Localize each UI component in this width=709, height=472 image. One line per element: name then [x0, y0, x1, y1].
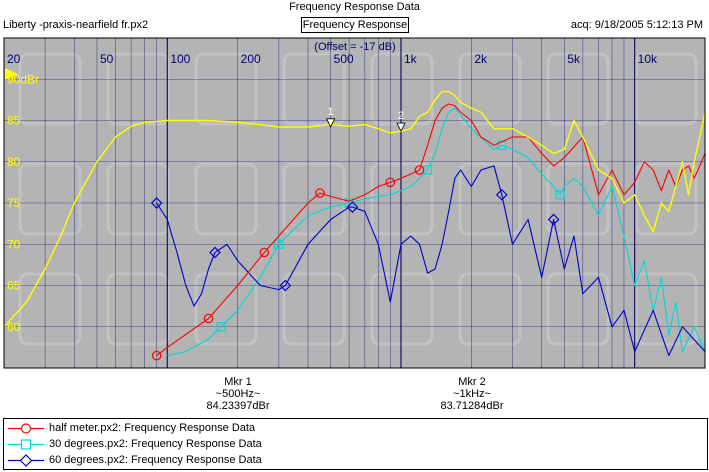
- offset-note: (Offset = -17 dB): [314, 41, 395, 53]
- legend-swatch: [8, 439, 44, 450]
- watermark-tile: [106, 272, 170, 346]
- series-line: [156, 103, 706, 357]
- legend-label: half meter.px2: Frequency Response Data: [49, 422, 256, 434]
- view-selector-frequency-response[interactable]: Frequency Response: [301, 17, 409, 33]
- x-tick-label: 5k: [567, 52, 581, 66]
- legend-swatch: [8, 423, 44, 434]
- software-name: Liberty -praxis-: [3, 19, 76, 31]
- reference-level-arrow: [5, 68, 18, 80]
- series-marker: [414, 165, 425, 175]
- legend-swatch-marker: [19, 454, 33, 467]
- x-tick-labels: 20 50 100 200 500 1k 2k 5k 10k: [7, 52, 658, 66]
- marker-readout: Mkr 1 ~500Hz~ 84.23397dBr: [168, 376, 308, 412]
- x-tick-label: 500: [334, 52, 354, 66]
- series-line: [156, 165, 706, 357]
- watermark-tile: [194, 272, 258, 346]
- legend-entry: 30 degrees.px2: Frequency Response Data: [4, 437, 704, 452]
- series-marker: [216, 322, 226, 332]
- marker-readout-freq: ~1kHz~: [453, 388, 491, 400]
- watermark-tile: [106, 162, 170, 236]
- series-marker: [555, 190, 565, 200]
- watermark-tile: [282, 272, 346, 346]
- x-tick-label: 20: [7, 52, 21, 66]
- watermark-tile: [634, 52, 698, 126]
- watermark-tile: [458, 162, 522, 236]
- marker-number: 1: [328, 106, 334, 118]
- series-marker: [279, 279, 292, 292]
- frequency-response-plot[interactable]: 20 50 100 200 500 1k 2k 5k 10k 90dBr 85 80 75 70 65 60…: [0, 34, 709, 370]
- marker-readout-label: Mkr 1: [224, 376, 252, 388]
- watermark-tile: [18, 162, 82, 236]
- y-tick-label: 90dBr: [7, 72, 39, 86]
- y-tick-label: 60: [7, 320, 21, 334]
- series-line: [167, 107, 706, 357]
- series-marker: [315, 188, 325, 198]
- watermark-tile: [370, 272, 434, 346]
- y-tick-label: 85: [7, 114, 21, 128]
- series-marker: [150, 197, 163, 209]
- marker-number: 2: [398, 110, 404, 122]
- legend-label: 60 degrees.px2: Frequency Response Data: [49, 454, 262, 466]
- y-tick-label: 70: [7, 237, 21, 251]
- watermark-tile: [546, 162, 610, 236]
- y-tick-label: 80: [7, 155, 21, 169]
- series-marker: [385, 177, 396, 188]
- series-marker: [259, 247, 270, 258]
- series-line: [3, 90, 706, 328]
- y-tick-label: 75: [7, 196, 21, 210]
- watermark-tile: [194, 52, 258, 126]
- watermark-tile: [282, 52, 346, 126]
- marker-triangle: [326, 118, 336, 128]
- acquisition-timestamp: acq: 9/18/2005 5:12:13 PM: [570, 19, 703, 31]
- legend-label: 30 degrees.px2: Frequency Response Data: [49, 438, 262, 450]
- legend-entry: half meter.px2: Frequency Response Data: [4, 421, 704, 436]
- window-title: Frequency Response Data: [289, 1, 420, 13]
- marker-readout-value: 84.23397dBr: [206, 400, 270, 412]
- file-name: nearfield fr.px2: [76, 19, 149, 31]
- x-tick-label: 1k: [404, 52, 418, 66]
- watermark-tile: [546, 272, 610, 346]
- series-marker: [547, 213, 560, 226]
- marker-readout-freq: ~500Hz~: [215, 388, 261, 400]
- x-tick-label: 10k: [638, 52, 658, 66]
- y-tick-label: 65: [7, 279, 21, 293]
- series-group: [3, 90, 706, 361]
- legend-entry: 60 degrees.px2: Frequency Response Data: [4, 453, 704, 468]
- series-marker: [274, 239, 284, 249]
- watermark-tile: [458, 272, 522, 346]
- y-tick-labels: 90dBr 85 80 75 70 65 60: [5, 68, 39, 334]
- watermark-tile: [634, 272, 698, 346]
- series-marker: [209, 246, 221, 259]
- legend-swatch-marker: [20, 439, 32, 450]
- watermark-tile: [194, 162, 258, 236]
- watermark-tile: [18, 52, 82, 126]
- watermark-tile: [370, 162, 434, 236]
- marker-readout-label: Mkr 2: [458, 376, 486, 388]
- grid-lines: [4, 38, 705, 368]
- marker-triangle: [396, 122, 406, 133]
- x-tick-label: 100: [170, 52, 190, 66]
- series-marker: [151, 350, 162, 361]
- legend: half meter.px2: Frequency Response Data 3…: [3, 418, 708, 470]
- x-tick-label: 200: [241, 52, 261, 66]
- watermark-tile: [546, 52, 610, 126]
- series-marker: [346, 201, 359, 213]
- plot-frame: [3, 37, 706, 369]
- marker-readout: Mkr 2 ~1kHz~ 83.71284dBr: [402, 376, 542, 412]
- x-tick-label: 2k: [474, 52, 488, 66]
- legend-swatch-marker: [20, 423, 32, 434]
- watermark-tile: [282, 162, 346, 236]
- series-marker: [495, 188, 508, 201]
- marker-readout-value: 83.71284dBr: [440, 400, 504, 412]
- legend-swatch: [8, 454, 44, 467]
- background-watermark-pattern: [18, 52, 698, 346]
- x-tick-label: 50: [100, 52, 114, 66]
- series-marker: [203, 313, 214, 324]
